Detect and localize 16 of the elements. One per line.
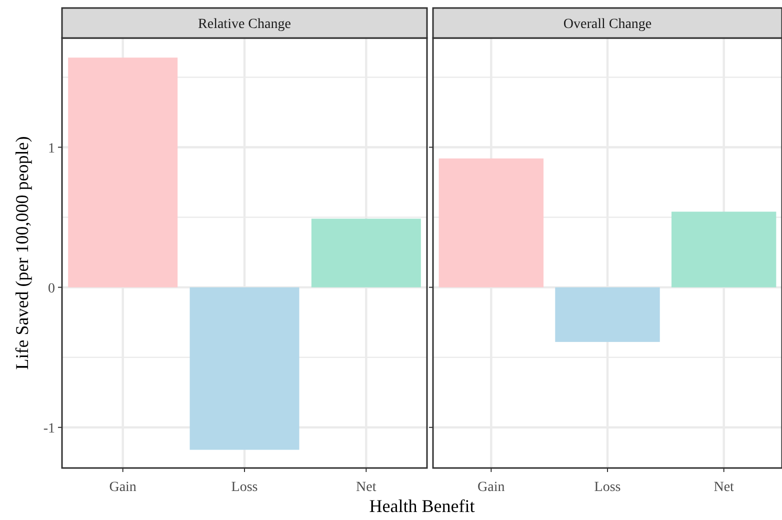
y-tick-label: 1 [48, 141, 55, 156]
chart-title: Relative Change [198, 17, 291, 32]
bar [190, 287, 300, 450]
x-tick-label: Net [714, 480, 734, 495]
y-tick-label: 0 [48, 281, 55, 296]
x-tick-label: Gain [478, 480, 505, 495]
x-tick-label: Loss [231, 480, 258, 495]
x-tick-label: Loss [594, 480, 621, 495]
bar [68, 58, 178, 288]
x-tick-label: Gain [109, 480, 136, 495]
x-tick-label: Net [356, 480, 376, 495]
y-tick-label: -1 [43, 421, 55, 436]
y-axis-title: Life Saved (per 100,000 people) [12, 136, 32, 370]
chart-title: Overall Change [563, 17, 652, 32]
bar [311, 218, 421, 288]
x-axis-title: Health Benefit [369, 496, 475, 516]
